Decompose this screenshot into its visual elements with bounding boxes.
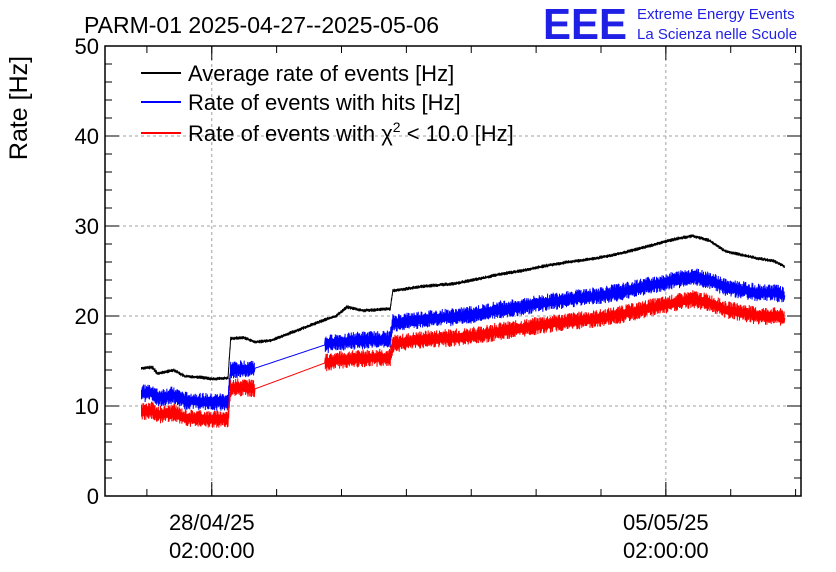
series-rate-chi2 — [141, 290, 786, 428]
series-line — [141, 290, 786, 428]
x-tick-label-time: 02:00:00 — [623, 538, 709, 563]
x-tick-label-date: 05/05/25 — [623, 510, 709, 535]
legend-label-average: Average rate of events [Hz] — [188, 61, 454, 86]
y-tick-label: 20 — [75, 304, 99, 329]
plot-frame — [104, 45, 802, 497]
legend-label-hits: Rate of events with hits [Hz] — [188, 90, 461, 115]
y-tick-label: 0 — [87, 484, 99, 509]
eee-logo: EEE Extreme Energy Events La Scienza nel… — [543, 0, 797, 49]
legend: Average rate of events [Hz] Rate of even… — [141, 61, 514, 146]
legend-chi2-sup: 2 — [393, 119, 401, 135]
legend-chi2-symbol: χ — [381, 121, 393, 146]
legend-chi2-prefix: Rate of events with — [188, 121, 381, 146]
y-tick-label: 30 — [75, 214, 99, 239]
series-line — [141, 268, 786, 411]
series-layer — [141, 234, 786, 428]
x-tick-label-date: 28/04/25 — [169, 510, 255, 535]
axes: 0 10 20 30 40 50 28/04/25 02:00:00 05/05/25 02:00… — [75, 34, 801, 563]
chart-title: PARM-01 2025-04-27--2025-05-06 — [84, 12, 439, 38]
legend-label-chi2: Rate of events with χ2 < 10.0 [Hz] — [188, 119, 514, 146]
logo-line-1: Extreme Energy Events — [637, 6, 795, 23]
series-line — [141, 234, 786, 381]
legend-chi2-suffix: < 10.0 [Hz] — [401, 121, 514, 146]
series-average-rate — [141, 234, 786, 381]
y-axis-label: Rate [Hz] — [5, 56, 33, 160]
eee-logo-mark: EEE — [543, 0, 627, 49]
x-tick-label-time: 02:00:00 — [169, 538, 255, 563]
series-rate-with-hits — [141, 268, 786, 411]
y-tick-label: 40 — [75, 124, 99, 149]
y-tick-label: 50 — [75, 34, 99, 59]
logo-line-2: La Scienza nelle Scuole — [637, 26, 797, 43]
y-tick-label: 10 — [75, 394, 99, 419]
